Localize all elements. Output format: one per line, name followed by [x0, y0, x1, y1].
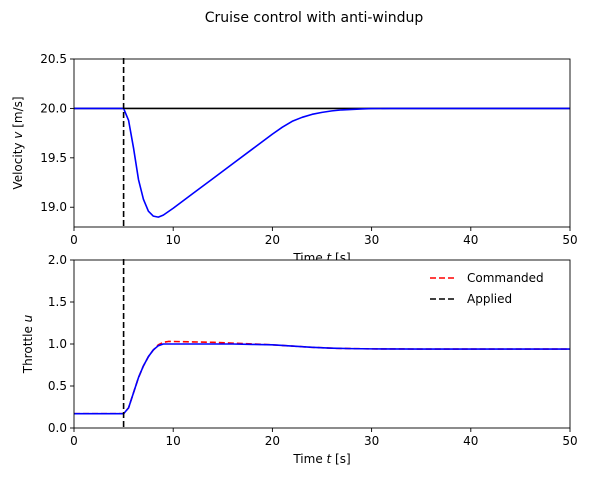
y-tick-label: 2.0 [48, 253, 67, 267]
series-line-applied [74, 343, 570, 415]
y-axis-label: Throttle u [21, 314, 35, 374]
y-tick-label: 20.0 [40, 101, 67, 115]
legend-label: Commanded [467, 271, 544, 285]
plot-1: Time t [s]0 10 20 30 40 5019.019.520.020.5Vel… [11, 52, 578, 265]
figure-title: Cruise control with anti-windup [205, 10, 424, 26]
x-tick-label: 0 [70, 434, 78, 448]
x-tick-label: 30 [364, 233, 379, 247]
x-tick-label: 10 [166, 434, 181, 448]
x-tick-label: 0 [70, 233, 78, 247]
y-tick-label: 0.5 [48, 379, 67, 393]
series-line-1 [74, 107, 570, 218]
y-tick-label: 19.0 [40, 200, 67, 214]
legend: Commanded Applied [430, 271, 544, 306]
plot-frame [73, 58, 571, 228]
x-tick-label: 10 [166, 233, 181, 247]
plot-2: 0 10 20 30 40 50 0.0 0.5 1.0 1.5 2.0 Time t [s] Thro… [21, 253, 578, 466]
legend-label: Applied [467, 292, 512, 306]
x-tick-label: 50 [562, 434, 577, 448]
x-tick-label: 20 [265, 434, 280, 448]
y-axis-label: Velocity v [m/s] [11, 96, 25, 189]
plot-data-layer [74, 107, 570, 218]
x-tick-label: 40 [463, 434, 478, 448]
x-tick-label: 30 [364, 434, 379, 448]
x-tick-label: 20 [265, 233, 280, 247]
x-tick-label: 50 [562, 233, 577, 247]
y-tick-label: 0.0 [48, 421, 67, 435]
x-tick-label: 40 [463, 233, 478, 247]
y-tick-label: 1.5 [48, 295, 67, 309]
y-tick-label: 1.0 [48, 337, 67, 351]
x-axis-label: Time t [s] [292, 452, 350, 466]
y-tick-label: 20.5 [40, 52, 67, 66]
plot-2-background [74, 260, 570, 428]
y-tick-label: 19.5 [40, 151, 67, 165]
plot-data-layer [74, 340, 570, 415]
